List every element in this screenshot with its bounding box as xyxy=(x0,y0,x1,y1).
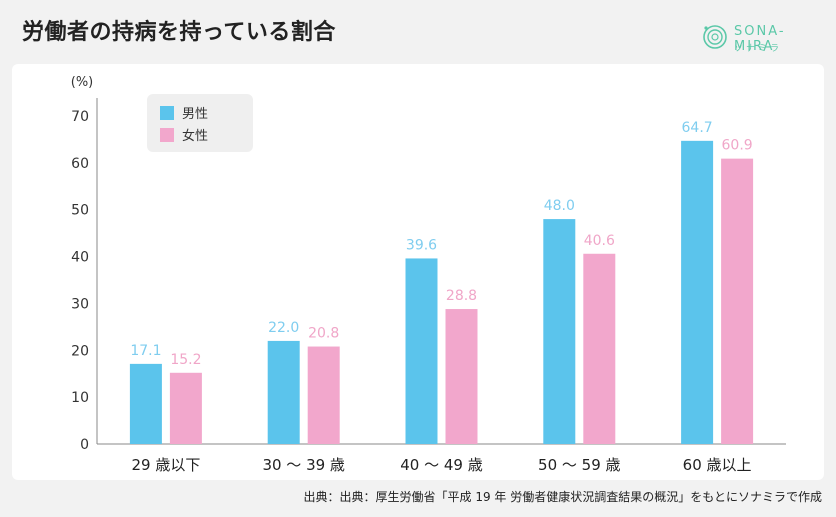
bar-male xyxy=(681,140,714,444)
bar-chart: (%) 0 10 20 30 40 50 60 70 17.1 15.2 29 歳以下 22.0 20.8… xyxy=(71,75,786,474)
bar-male xyxy=(543,219,576,444)
y-tick-label: 50 xyxy=(71,203,89,219)
bar-female xyxy=(169,372,202,444)
bar-male xyxy=(267,340,300,444)
data-label: 28.8 xyxy=(446,288,477,304)
bar-female xyxy=(307,346,340,444)
logo-subtext: ソナミラ xyxy=(734,44,783,54)
legend-label: 女性 xyxy=(182,128,208,144)
y-tick-label: 20 xyxy=(71,343,89,359)
data-label: 60.9 xyxy=(722,138,753,154)
y-tick-label: 30 xyxy=(71,296,89,312)
data-label: 20.8 xyxy=(308,326,339,342)
bar-male xyxy=(405,258,438,444)
legend-swatch xyxy=(160,106,174,120)
x-tick-label: 60 歳以上 xyxy=(683,456,752,474)
y-tick-label: 0 xyxy=(80,437,89,453)
y-axis-label: (%) xyxy=(71,75,94,90)
bar-female xyxy=(721,158,754,444)
page-title: 労働者の持病を持っている割合 xyxy=(22,20,336,45)
source-note: 出典：出典：厚生労働省「平成 19 年 労働者健康状況調査結果の概況」をもとにソ… xyxy=(303,490,822,504)
x-tick-label: 29 歳以下 xyxy=(131,456,200,474)
x-tick-label: 40 〜 49 歳 xyxy=(400,456,482,474)
data-label: 15.2 xyxy=(170,352,201,368)
legend-swatch xyxy=(160,128,174,142)
x-tick-label: 50 〜 59 歳 xyxy=(538,456,620,474)
data-label: 48.0 xyxy=(544,198,575,214)
data-label: 64.7 xyxy=(682,120,713,136)
y-tick-label: 40 xyxy=(71,250,89,266)
y-tick-label: 60 xyxy=(71,156,89,172)
legend-label: 男性 xyxy=(182,107,208,122)
logo: SONA-MIRA ソナミラ xyxy=(700,22,824,56)
sona-mira-logo-icon xyxy=(703,25,727,49)
bar-female xyxy=(583,253,616,444)
bar-female xyxy=(445,309,478,444)
bar-male xyxy=(129,363,162,444)
y-tick-label: 70 xyxy=(71,109,89,125)
data-label: 39.6 xyxy=(406,237,437,253)
data-label: 17.1 xyxy=(130,343,161,359)
x-tick-label: 30 〜 39 歳 xyxy=(262,456,344,474)
logo-text: SONA-MIRA xyxy=(734,24,786,54)
y-tick-label: 10 xyxy=(71,390,89,406)
chart-card: (%) 0 10 20 30 40 50 60 70 17.1 15.2 29 歳以下 22.0 20.8… xyxy=(12,64,824,480)
data-label: 40.6 xyxy=(584,233,615,249)
data-label: 22.0 xyxy=(268,320,299,336)
